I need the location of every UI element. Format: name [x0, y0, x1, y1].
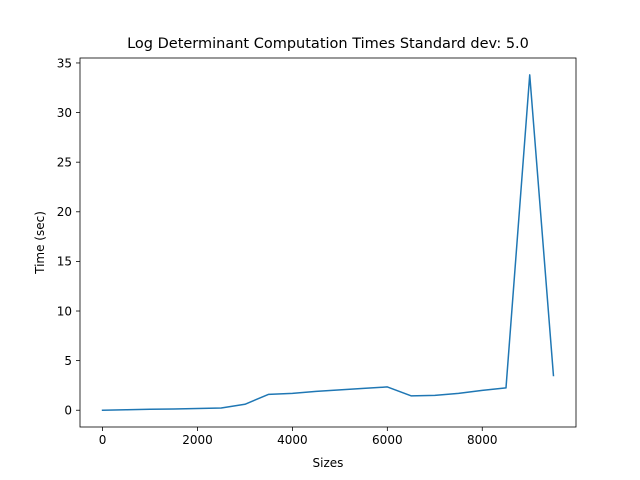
- x-tick-label: 6000: [372, 433, 403, 447]
- series-line-1: [101, 74, 555, 411]
- x-tick-label: 2000: [182, 433, 213, 447]
- x-axis-ticks: 0 2000 4000 6000 8000: [99, 427, 498, 447]
- y-tick-label: 0: [64, 404, 72, 418]
- plot-area: [101, 74, 555, 411]
- x-tick-label: 4000: [277, 433, 308, 447]
- y-axis-label: Time (sec): [33, 211, 47, 275]
- x-axis-label: Sizes: [313, 456, 344, 470]
- x-tick-label: 0: [99, 433, 107, 447]
- y-tick-label: 10: [57, 304, 72, 318]
- y-tick-label: 20: [57, 205, 72, 219]
- y-tick-label: 5: [64, 354, 72, 368]
- y-tick-label: 15: [57, 255, 72, 269]
- chart-title: Log Determinant Computation Times Standa…: [127, 36, 529, 52]
- y-tick-label: 35: [57, 56, 72, 70]
- plot-frame: [79, 57, 577, 428]
- y-tick-label: 30: [57, 106, 72, 120]
- y-axis-ticks: 0 5 10 15 20 25 30 35: [57, 56, 80, 418]
- x-tick-label: 8000: [467, 433, 498, 447]
- y-tick-label: 25: [57, 155, 72, 169]
